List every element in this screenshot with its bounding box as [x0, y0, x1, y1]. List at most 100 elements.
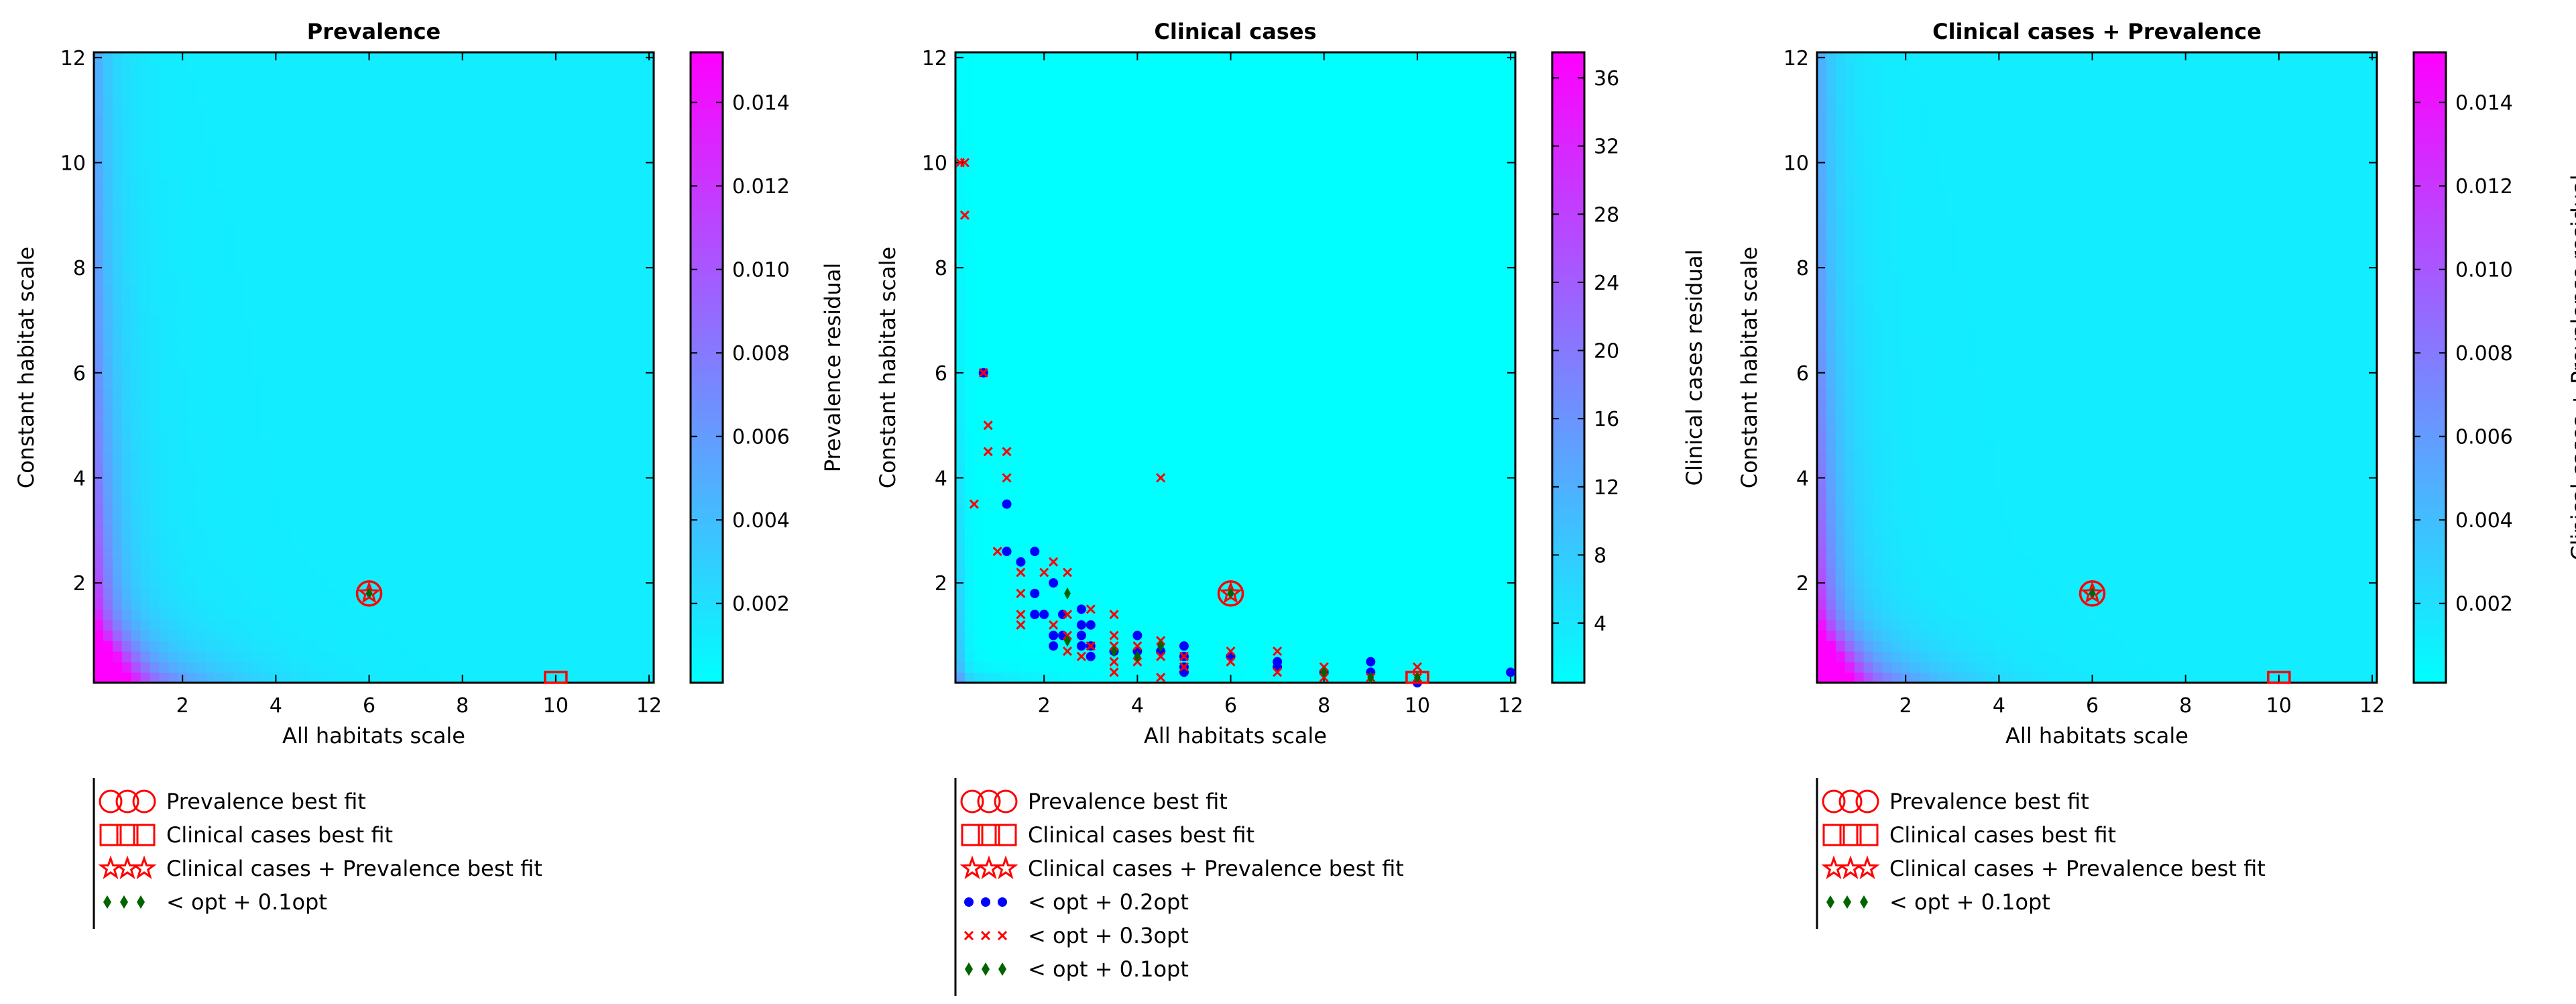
heatmap-cell — [1058, 115, 1068, 127]
heatmap-cell — [243, 52, 253, 64]
heatmap-cell — [504, 525, 514, 537]
heatmap-cell — [411, 609, 421, 620]
heatmap-cell — [308, 388, 318, 400]
heatmap-cell — [457, 157, 468, 168]
heatmap-cell — [364, 504, 375, 515]
heatmap-cell — [457, 294, 468, 305]
heatmap-cell — [955, 546, 965, 557]
heatmap-cell — [1086, 304, 1096, 316]
heatmap-cell — [1142, 262, 1152, 274]
heatmap-cell — [542, 420, 552, 431]
heatmap-cell — [983, 262, 994, 274]
heatmap-cell — [392, 346, 402, 357]
heatmap-cell — [299, 231, 309, 242]
heatmap-cell — [597, 252, 608, 263]
heatmap-cell — [1030, 325, 1040, 337]
heatmap-cell — [308, 73, 318, 85]
heatmap-cell — [1142, 357, 1152, 368]
heatmap-cell — [964, 199, 975, 211]
heatmap-cell — [233, 651, 244, 663]
heatmap-cell — [280, 252, 290, 263]
heatmap-cell — [280, 609, 290, 620]
heatmap-cell — [402, 630, 412, 641]
heatmap-cell — [261, 147, 272, 158]
heatmap-cell — [542, 336, 552, 347]
heatmap-cell — [261, 378, 272, 389]
heatmap-cell — [159, 598, 169, 610]
heatmap-cell — [243, 178, 253, 190]
heatmap-cell — [457, 136, 468, 148]
heatmap-cell — [1067, 178, 1077, 190]
heatmap-cell — [626, 462, 636, 473]
heatmap-cell — [1142, 273, 1152, 284]
heatmap-cell — [1067, 420, 1077, 431]
heatmap-cell — [261, 598, 272, 610]
heatmap-cell — [1114, 147, 1124, 158]
heatmap-cell — [569, 525, 580, 537]
heatmap-cell — [514, 52, 524, 64]
heatmap-cell — [327, 557, 337, 568]
heatmap-cell — [457, 325, 468, 337]
heatmap-cell — [373, 62, 384, 74]
heatmap-cell — [402, 210, 412, 221]
heatmap-cell — [974, 273, 984, 284]
heatmap-cell — [112, 294, 123, 305]
heatmap-cell — [233, 262, 244, 274]
heatmap-cell — [1076, 241, 1087, 253]
heatmap-cell — [1039, 399, 1049, 410]
heatmap-cell — [411, 273, 421, 284]
heatmap-cell — [542, 357, 552, 368]
heatmap-cell — [1076, 294, 1087, 305]
heatmap-cell — [550, 105, 561, 116]
heatmap-cell — [457, 525, 468, 537]
heatmap-cell — [1039, 210, 1049, 221]
heatmap-cell — [542, 178, 552, 190]
heatmap-cell — [121, 494, 132, 505]
heatmap-cell — [196, 620, 207, 631]
heatmap-cell — [569, 199, 580, 211]
heatmap-cell — [1030, 620, 1040, 631]
heatmap-cell — [373, 325, 384, 337]
heatmap-cell — [504, 157, 514, 168]
heatmap-cell — [1132, 514, 1143, 526]
heatmap-cell — [168, 168, 178, 179]
heatmap-cell — [438, 188, 449, 200]
heatmap-cell — [448, 431, 459, 442]
heatmap-cell — [383, 168, 393, 179]
heatmap-cell — [1011, 273, 1022, 284]
heatmap-cell — [131, 598, 141, 610]
heatmap-cell — [1104, 73, 1115, 85]
heatmap-cell — [140, 525, 151, 537]
heatmap-cell — [974, 315, 984, 326]
heatmap-cell — [187, 84, 197, 95]
heatmap-cell — [964, 262, 975, 274]
heatmap-cell — [261, 609, 272, 620]
heatmap-cell — [597, 147, 608, 158]
heatmap-cell — [1114, 441, 1124, 452]
heatmap-cell — [1104, 399, 1115, 410]
heatmap-cell — [308, 241, 318, 253]
heatmap-cell — [233, 73, 244, 85]
heatmap-cell — [131, 147, 141, 158]
heatmap-cell — [1002, 188, 1012, 200]
heatmap-cell — [532, 441, 542, 452]
heatmap-cell — [1030, 210, 1040, 221]
heatmap-cell — [364, 125, 375, 137]
heatmap-cell — [345, 640, 356, 652]
heatmap-cell — [383, 241, 393, 253]
heatmap-cell — [364, 283, 375, 294]
heatmap-cell — [392, 325, 402, 337]
heatmap-cell — [420, 73, 430, 85]
heatmap-cell — [345, 315, 356, 326]
heatmap-cell — [983, 462, 994, 473]
heatmap-cell — [150, 188, 160, 200]
heatmap-cell — [588, 283, 599, 294]
heatmap-cell — [542, 598, 552, 610]
heatmap-cell — [597, 231, 608, 242]
heatmap-cell — [550, 220, 561, 231]
heatmap-cell — [327, 409, 337, 421]
heatmap-cell — [1076, 588, 1087, 600]
heatmap-cell — [94, 241, 104, 253]
heatmap-cell — [243, 577, 253, 589]
heatmap-cell — [579, 178, 589, 190]
